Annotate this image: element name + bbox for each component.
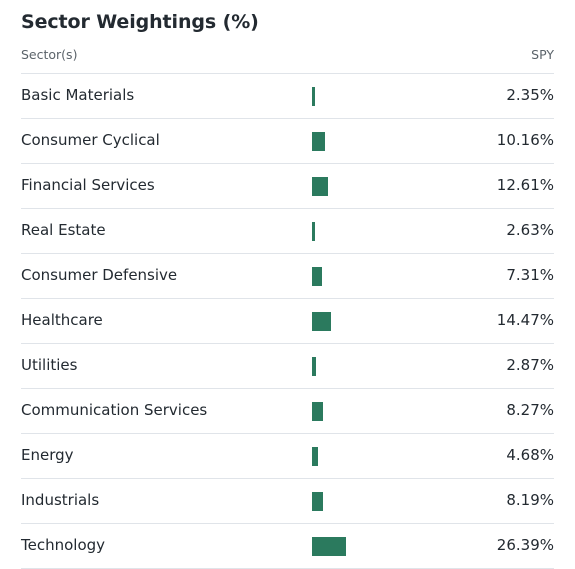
sector-column-header: Sector(s)	[21, 47, 78, 62]
sector-name: Healthcare	[21, 311, 103, 329]
weight-bar	[312, 447, 318, 466]
sector-name: Basic Materials	[21, 86, 135, 104]
sector-weight-value: 2.87%	[506, 356, 554, 374]
sector-weight-value: 2.35%	[506, 86, 554, 104]
weight-bar	[312, 132, 325, 151]
sector-weight-value: 7.31%	[506, 266, 554, 284]
weight-bar-track	[312, 177, 442, 196]
weight-bar	[312, 222, 315, 241]
sector-name: Technology	[21, 536, 106, 554]
weight-bar-track	[312, 447, 442, 466]
table-row: Real Estate 2.63%	[21, 209, 554, 254]
table-row: Utilities 2.87%	[21, 344, 554, 389]
sector-name: Utilities	[21, 356, 78, 374]
table-row: Consumer Defensive 7.31%	[21, 254, 554, 299]
weight-bar	[312, 312, 331, 331]
weight-bar-track	[312, 357, 442, 376]
sector-name: Energy	[21, 446, 74, 464]
weight-bar-track	[312, 222, 442, 241]
sector-weight-value: 26.39%	[496, 536, 554, 554]
weight-bar	[312, 267, 322, 286]
sector-weight-value: 10.16%	[496, 131, 554, 149]
sector-weight-value: 12.61%	[496, 176, 554, 194]
sector-weight-value: 4.68%	[506, 446, 554, 464]
table-row: Industrials 8.19%	[21, 479, 554, 524]
weight-bar-track	[312, 267, 442, 286]
table-row: Communication Services 8.27%	[21, 389, 554, 434]
sector-name: Industrials	[21, 491, 100, 509]
weight-bar	[312, 537, 346, 556]
weight-bar-track	[312, 132, 442, 151]
weight-bar-track	[312, 492, 442, 511]
sector-name: Consumer Defensive	[21, 266, 178, 284]
weight-bar-track	[312, 537, 442, 556]
table-header: Sector(s) SPY	[21, 35, 554, 74]
table-row: Energy 4.68%	[21, 434, 554, 479]
table-row: Basic Materials 2.35%	[21, 74, 554, 119]
sector-name: Consumer Cyclical	[21, 131, 160, 149]
sector-weight-value: 8.27%	[506, 401, 554, 419]
table-row: Technology 26.39%	[21, 524, 554, 569]
weight-bar	[312, 177, 328, 196]
table-row: Consumer Cyclical 10.16%	[21, 119, 554, 164]
section-title: Sector Weightings (%)	[21, 11, 259, 33]
sector-name: Financial Services	[21, 176, 155, 194]
weight-bar-track	[312, 312, 442, 331]
sector-table-body: Basic Materials 2.35% Consumer Cyclical 10.…	[21, 74, 554, 569]
table-row: Financial Services 12.61%	[21, 164, 554, 209]
weight-bar-track	[312, 402, 442, 421]
sector-weight-value: 14.47%	[496, 311, 554, 329]
weight-bar	[312, 492, 323, 511]
weight-bar	[312, 87, 315, 106]
weight-bar	[312, 357, 316, 376]
weight-bar	[312, 402, 323, 421]
weight-bar-track	[312, 87, 442, 106]
sector-weight-value: 2.63%	[506, 221, 554, 239]
sector-weight-value: 8.19%	[506, 491, 554, 509]
sector-name: Communication Services	[21, 401, 208, 419]
table-row: Healthcare 14.47%	[21, 299, 554, 344]
sector-name: Real Estate	[21, 221, 106, 239]
fund-column-header: SPY	[531, 47, 554, 62]
